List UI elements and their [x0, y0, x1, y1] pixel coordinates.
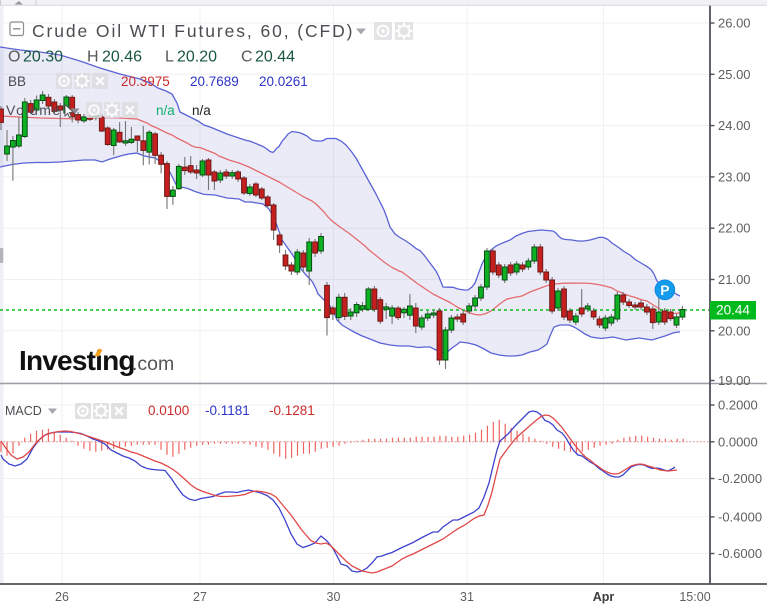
svg-text:19.00: 19.00	[718, 373, 751, 388]
svg-text:0.0000: 0.0000	[718, 434, 758, 449]
svg-text:MACD: MACD	[5, 404, 42, 418]
svg-text:15:00: 15:00	[679, 590, 710, 604]
svg-text:Apr: Apr	[593, 590, 615, 604]
svg-text:Crude Oil WTI Futures, 60, (CF: Crude Oil WTI Futures, 60, (CFD)	[32, 21, 354, 41]
svg-text:.com: .com	[132, 353, 174, 375]
svg-text:P: P	[660, 283, 669, 298]
svg-text:-0.4000: -0.4000	[718, 509, 762, 524]
svg-text:BB: BB	[8, 74, 26, 89]
svg-text:-0.1181: -0.1181	[205, 403, 250, 418]
svg-text:n/a: n/a	[156, 103, 175, 118]
svg-text:-0.2000: -0.2000	[718, 471, 762, 486]
svg-text:0.0100: 0.0100	[148, 403, 189, 418]
svg-text:25.00: 25.00	[718, 67, 751, 82]
svg-text:21.00: 21.00	[718, 272, 751, 287]
svg-text:-0.6000: -0.6000	[718, 546, 762, 561]
svg-text:30: 30	[327, 590, 341, 604]
svg-text:Investing: Investing	[19, 345, 135, 376]
svg-text:-0.1281: -0.1281	[269, 403, 315, 418]
svg-text:27: 27	[193, 590, 207, 604]
svg-text:0.2000: 0.2000	[718, 398, 758, 413]
svg-text:31: 31	[460, 590, 474, 604]
svg-text:20.7689: 20.7689	[190, 74, 239, 89]
svg-text:20.3975: 20.3975	[121, 74, 170, 89]
svg-text:20.00: 20.00	[718, 323, 751, 338]
svg-text:n/a: n/a	[192, 103, 211, 118]
svg-text:23.00: 23.00	[718, 169, 751, 184]
svg-text:24.00: 24.00	[718, 118, 751, 133]
svg-text:20.0261: 20.0261	[259, 74, 308, 89]
svg-text:22.00: 22.00	[718, 221, 751, 236]
svg-text:Volume: Volume	[6, 102, 62, 118]
svg-text:26: 26	[55, 590, 69, 604]
svg-text:26.00: 26.00	[718, 16, 751, 31]
svg-text:20.44: 20.44	[716, 303, 750, 318]
